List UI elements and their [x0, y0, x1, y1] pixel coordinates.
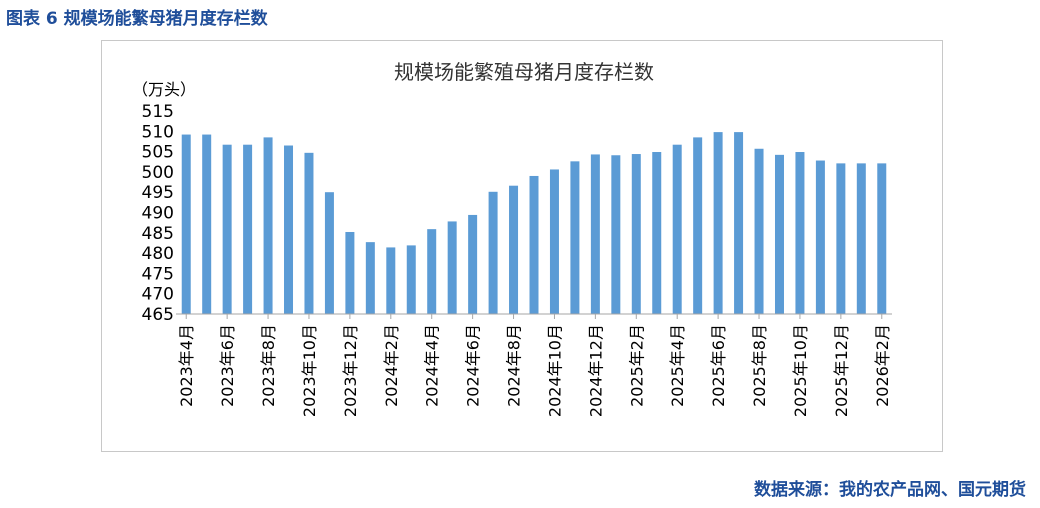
bar — [652, 152, 662, 314]
bar — [202, 134, 212, 314]
y-tick-label: 500 — [142, 163, 174, 183]
bar — [447, 221, 457, 314]
y-tick-label: 515 — [142, 102, 174, 122]
x-tick-label: 2024年12月 — [586, 324, 605, 417]
bar — [243, 144, 253, 314]
bar — [795, 152, 805, 314]
x-tick-label: 2023年8月 — [259, 324, 278, 407]
bar — [468, 214, 478, 314]
bar — [774, 154, 784, 314]
bar-chart: 规模场能繁殖母猪月度存栏数 （万头） 465470475480485490495… — [132, 60, 892, 417]
x-tick-label: 2023年6月 — [218, 324, 237, 407]
bar — [488, 191, 498, 314]
bar — [181, 134, 191, 314]
bar — [631, 154, 641, 314]
x-tick-label: 2024年8月 — [505, 324, 524, 407]
x-tick-label: 2024年10月 — [545, 324, 564, 417]
bar — [549, 169, 559, 314]
y-tick-label: 495 — [142, 183, 174, 203]
bar — [427, 229, 437, 314]
x-tick-label: 2025年12月 — [832, 324, 851, 417]
y-axis-label: （万头） — [132, 80, 196, 99]
y-tick-label: 485 — [142, 224, 174, 244]
figure-title: 图表 6 规模场能繁母猪月度存栏数 — [6, 9, 268, 29]
y-tick-label: 470 — [142, 285, 174, 305]
bar — [734, 132, 744, 314]
bar — [324, 192, 334, 314]
bar — [590, 154, 600, 314]
bar — [754, 148, 764, 314]
bar — [406, 245, 416, 314]
bar — [693, 137, 703, 314]
x-tick-label: 2024年6月 — [464, 324, 483, 407]
bar — [304, 152, 314, 314]
y-tick-label: 490 — [142, 204, 174, 224]
source-note: 数据来源：我的农产品网、国元期货 — [754, 480, 1026, 500]
bar — [529, 175, 539, 314]
x-tick-label: 2025年6月 — [709, 324, 728, 407]
x-tick-label: 2025年2月 — [627, 324, 646, 407]
bar — [386, 247, 396, 314]
bar — [345, 231, 355, 314]
chart-title: 规模场能繁殖母猪月度存栏数 — [394, 60, 654, 84]
bar — [611, 155, 621, 314]
x-tick-label: 2023年4月 — [177, 324, 196, 407]
x-tick-label: 2024年4月 — [423, 324, 442, 407]
y-tick-label: 475 — [142, 264, 174, 284]
bar — [713, 132, 723, 314]
y-tick-label: 480 — [142, 244, 174, 264]
bar — [856, 163, 866, 314]
chart-frame: 规模场能繁殖母猪月度存栏数 （万头） 465 470 475 480 485 490 495… — [101, 40, 943, 452]
x-tick-label: 2025年10月 — [791, 324, 810, 417]
bar — [284, 145, 294, 314]
bars — [181, 132, 887, 314]
bar — [365, 242, 375, 314]
bar — [509, 185, 519, 314]
bar — [263, 137, 273, 314]
bar — [570, 161, 580, 314]
bar — [877, 163, 887, 314]
x-tick-label: 2023年10月 — [300, 324, 319, 417]
x-tick-label: 2025年4月 — [668, 324, 687, 407]
x-axis-ticks: 2023年4月 2023年6月 2023年8月 2023年10月 2023年12月 202… — [177, 314, 892, 417]
bar — [672, 144, 682, 314]
x-tick-label: 2023年12月 — [341, 324, 360, 417]
x-tick-label: 2026年2月 — [873, 324, 892, 407]
bar — [815, 160, 825, 314]
x-tick-label: 2024年2月 — [382, 324, 401, 407]
y-tick-label: 465 — [142, 305, 174, 325]
y-tick-label: 505 — [142, 143, 174, 163]
x-tick-label: 2025年8月 — [750, 324, 769, 407]
bar — [836, 163, 846, 314]
bar — [222, 144, 232, 314]
y-tick-label: 510 — [142, 122, 174, 142]
